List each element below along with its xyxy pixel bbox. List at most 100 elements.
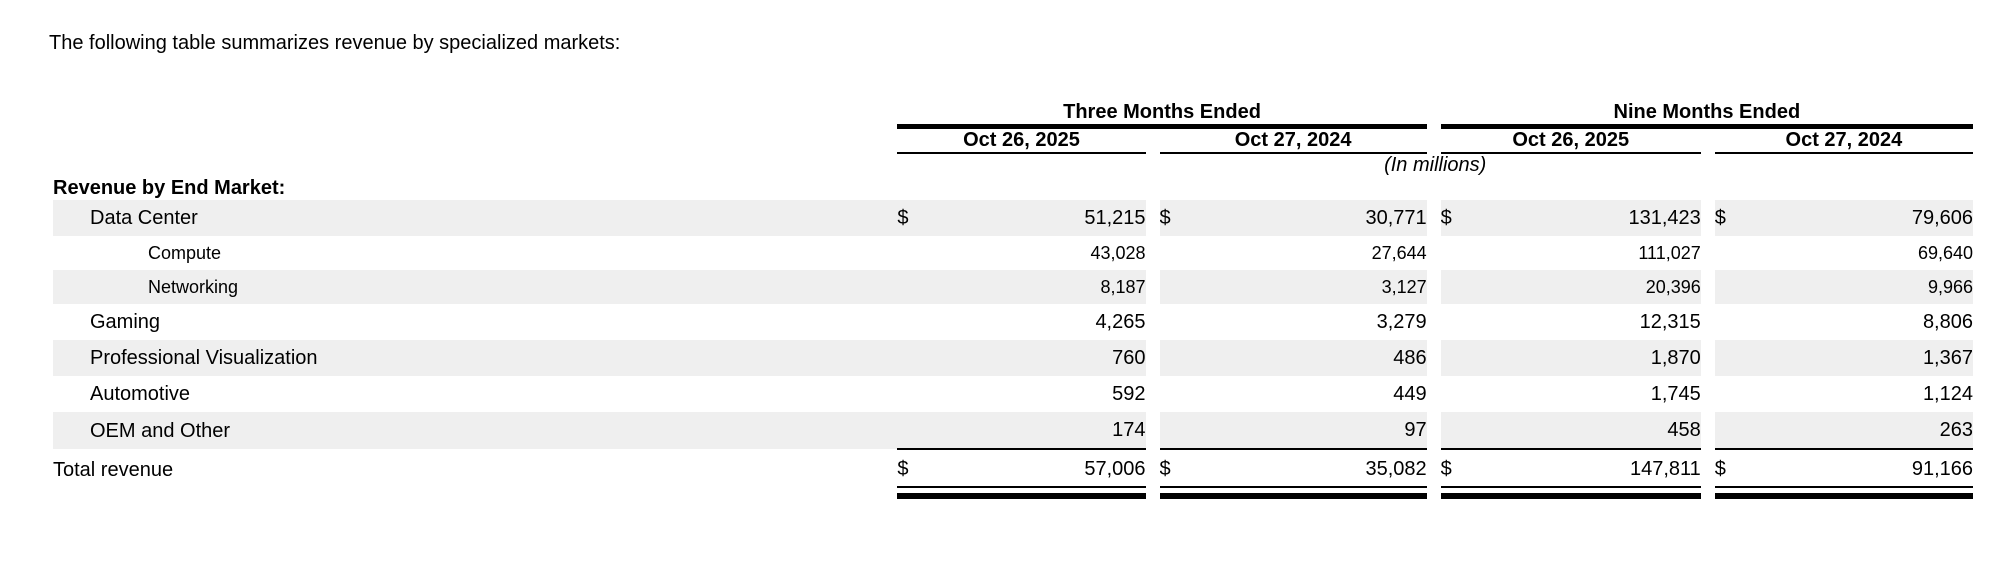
value-cell: 12,315 [1639,311,1701,333]
column-gap [1700,304,1715,340]
value-cell: 97 [1195,412,1427,449]
row-label: Networking [53,270,898,304]
column-gap [1700,449,1715,487]
table-row-professional-visualization: Professional Visualization 760 486 1,870… [53,340,1973,376]
empty-cell [53,487,897,496]
value-cell: 9,966 [1750,270,1973,304]
column-gap [1426,101,1441,127]
empty-cell [1441,376,1477,412]
column-gap [1145,487,1160,496]
column-gap [1145,376,1160,412]
table-row-gaming: Gaming 4,265 3,279 12,315 8,806 [53,304,1973,340]
value-cell: 30,771 [1195,200,1427,236]
column-gap [1700,126,1715,153]
value-cell: 111,027 [1638,243,1701,263]
empty-cell [897,412,934,449]
empty-cell [1714,270,1751,304]
value-cell: 147,811 [1476,448,1701,488]
table-row-total-revenue: Total revenue $ 57,006 $ 35,082 $ 147,81… [53,448,1973,488]
value-cell: 8,187 [933,270,1146,304]
column-header-date-2: Oct 27, 2024 [1159,126,1427,154]
revenue-by-end-market-table: Three Months Ended Nine Months Ended Oct… [53,101,1973,499]
value-cell: 1,124 [1922,383,1973,405]
column-gap [1145,126,1160,153]
column-gap [1426,126,1441,153]
column-gap [1426,200,1441,236]
empty-cell [1714,412,1751,449]
column-gap [1700,487,1715,496]
column-gap [1700,270,1715,304]
column-gap [1700,376,1715,412]
value-cell: 131,423 [1476,200,1701,236]
column-gap [1426,412,1441,449]
dollar-sign: $ [1714,200,1751,236]
value-cell: 35,082 [1195,448,1427,488]
column-gap [1145,340,1160,376]
dollar-sign: $ [1440,200,1477,236]
dollar-sign: $ [1714,448,1751,488]
empty-cell [1440,340,1477,376]
total-double-rule [1159,487,1427,499]
total-double-rule [1440,487,1701,499]
column-gap [1426,270,1441,304]
row-label: Professional Visualization [53,340,898,376]
period-group-header-row: Three Months Ended Nine Months Ended [53,101,1973,129]
empty-cell [897,236,933,270]
table-row-networking: Networking 8,187 3,127 20,396 9,966 [53,270,1973,304]
empty-cell [1440,270,1477,304]
value-cell: 1,870 [1476,340,1701,376]
empty-cell [1160,304,1196,340]
table-row-data-center: Data Center $ 51,215 $ 30,771 $ 131,423 … [53,200,1973,236]
column-gap [1145,236,1160,270]
row-label: Compute [148,243,222,263]
empty-cell [897,376,933,412]
value-cell: 3,127 [1195,270,1427,304]
date-header-row: Oct 26, 2025 Oct 27, 2024 Oct 26, 2025 O… [53,126,1973,154]
value-cell: 1,367 [1750,340,1973,376]
value-cell: 263 [1750,412,1973,449]
empty-cell [1440,412,1477,449]
value-cell: 43,028 [1090,243,1146,263]
column-gap [1145,412,1160,449]
value-cell: 3,279 [1376,311,1427,333]
column-gap [1700,412,1715,449]
units-note: (In millions) [1384,154,1487,176]
column-gap [1145,449,1160,487]
value-cell: 79,606 [1750,200,1973,236]
total-double-rule [897,487,1146,499]
row-label: OEM and Other [53,412,898,449]
dollar-sign: $ [1159,200,1196,236]
value-cell: 1,745 [1650,383,1701,405]
column-gap [1700,236,1715,270]
group-header-nine-months: Nine Months Ended [1440,101,1973,129]
empty-cell [1715,236,1751,270]
empty-cell [897,340,934,376]
units-row: (In millions) [53,153,1973,177]
column-header-date-1: Oct 26, 2025 [897,126,1146,154]
row-label: Automotive [90,383,191,405]
column-gap [1426,236,1441,270]
empty-cell [53,101,897,127]
value-cell: 69,640 [1917,243,1973,263]
row-label: Gaming [90,311,161,333]
value-cell: 458 [1476,412,1701,449]
row-label: Data Center [53,200,898,236]
value-cell: 8,806 [1922,311,1973,333]
table-row-automotive: Automotive 592 449 1,745 1,124 [53,376,1973,412]
double-underline-row [53,487,1973,499]
value-cell: 449 [1393,383,1427,405]
column-gap [1426,304,1441,340]
row-label: Total revenue [53,459,174,481]
empty-cell [1160,376,1196,412]
dollar-sign: $ [1440,448,1477,488]
column-gap [1145,270,1160,304]
column-gap [1426,449,1441,487]
empty-cell [1159,340,1196,376]
table-row-oem-and-other: OEM and Other 174 97 458 263 [53,412,1973,449]
value-cell: 51,215 [933,200,1146,236]
column-gap [1426,487,1441,496]
empty-cell [1715,304,1751,340]
value-cell: 91,166 [1750,448,1973,488]
value-cell: 57,006 [933,448,1146,488]
